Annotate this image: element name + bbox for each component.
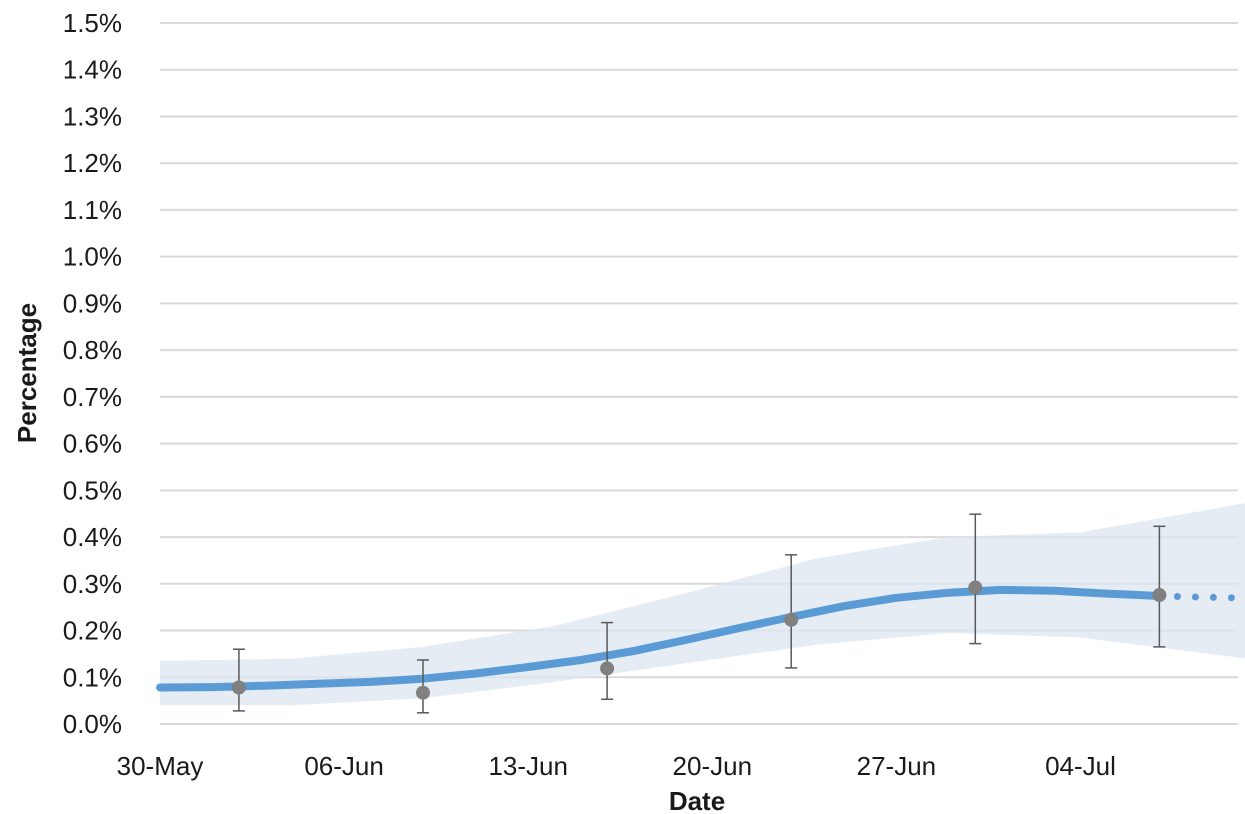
estimate-marker bbox=[784, 612, 799, 627]
y-tick-label: 0.0% bbox=[63, 709, 122, 739]
estimate-marker bbox=[231, 680, 246, 695]
x-tick-label: 06-Jun bbox=[304, 751, 384, 781]
x-axis-title: Date bbox=[669, 786, 725, 814]
y-tick-label: 1.3% bbox=[63, 101, 122, 131]
x-tick-label: 30-May bbox=[117, 751, 204, 781]
y-tick-label: 0.4% bbox=[63, 522, 122, 552]
y-tick-label: 1.1% bbox=[63, 195, 122, 225]
x-axis-tick-labels: 30-May 06-Jun 13-Jun 20-Jun 27-Jun 04-Jul bbox=[117, 751, 1116, 781]
modelled-estimate-line bbox=[156, 585, 1245, 692]
x-tick-label: 13-Jun bbox=[488, 751, 568, 781]
x-tick-label: 04-Jul bbox=[1045, 751, 1116, 781]
estimate-marker bbox=[416, 685, 430, 700]
y-tick-label: 0.2% bbox=[63, 616, 122, 646]
estimate-point bbox=[968, 513, 983, 645]
y-tick-label: 1.5% bbox=[63, 8, 122, 38]
credible-interval-band bbox=[160, 503, 1245, 706]
y-tick-label: 1.0% bbox=[63, 242, 122, 272]
estimate-point bbox=[231, 648, 246, 712]
y-tick-label: 0.7% bbox=[63, 382, 122, 412]
gridlines bbox=[160, 22, 1238, 725]
y-tick-label: 1.4% bbox=[63, 55, 122, 85]
modelled-line-projection bbox=[1155, 592, 1245, 602]
y-axis-tick-labels: 0.0% 0.1% 0.2% 0.3% 0.4% 0.5% 0.6% 0.7% 0.8% 0.9%… bbox=[63, 8, 122, 739]
y-tick-label: 0.6% bbox=[63, 429, 122, 459]
y-tick-label: 0.5% bbox=[63, 475, 122, 505]
estimate-marker bbox=[600, 661, 615, 676]
y-tick-label: 0.3% bbox=[63, 569, 122, 599]
credible-interval-area bbox=[160, 503, 1245, 706]
y-tick-label: 0.8% bbox=[63, 335, 122, 365]
estimate-point bbox=[600, 621, 615, 700]
y-tick-label: 0.1% bbox=[63, 662, 122, 692]
estimate-marker bbox=[1152, 588, 1167, 603]
estimate-point bbox=[1152, 525, 1167, 648]
y-tick-label: 0.9% bbox=[63, 288, 122, 318]
official-estimate-points bbox=[231, 513, 1167, 714]
y-axis-title: Percentage bbox=[12, 303, 42, 443]
y-tick-label: 1.2% bbox=[63, 148, 122, 178]
estimate-marker bbox=[968, 580, 983, 595]
estimate-point bbox=[784, 554, 799, 669]
x-tick-label: 27-Jun bbox=[857, 751, 937, 781]
estimate-point bbox=[416, 659, 430, 714]
modelled-line-solid bbox=[156, 585, 1164, 692]
x-tick-label: 20-Jun bbox=[673, 751, 753, 781]
